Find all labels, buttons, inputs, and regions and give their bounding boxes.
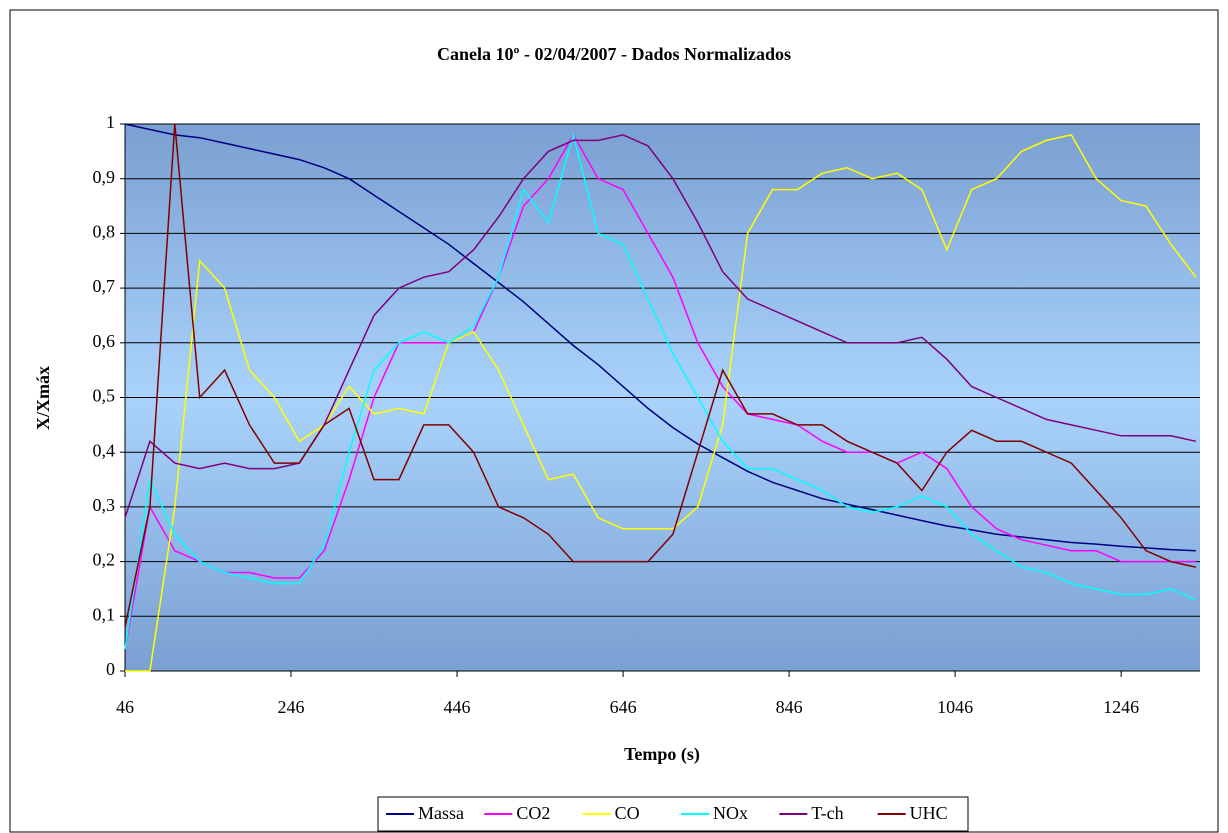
y-tick-label: 0,1 — [93, 604, 116, 624]
y-tick-label: 0,5 — [93, 386, 116, 406]
x-tick-label: 646 — [610, 697, 637, 717]
y-tick-label: 0,9 — [93, 167, 116, 187]
legend-label: CO — [615, 803, 640, 823]
chart-title: Canela 10º - 02/04/2007 - Dados Normaliz… — [437, 44, 791, 64]
y-tick-label: 0,6 — [93, 331, 116, 351]
legend-label: CO2 — [516, 803, 550, 823]
series-line — [125, 134, 1197, 672]
legend-box — [377, 796, 969, 832]
x-axis-label: Tempo (s) — [624, 744, 700, 765]
y-axis-label: X/Xmáx — [33, 366, 53, 430]
series-line — [124, 132, 1197, 650]
x-tick-label: 846 — [776, 697, 803, 717]
y-tick-label: 0,3 — [93, 495, 116, 515]
legend-label: NOx — [713, 803, 748, 823]
series-line — [124, 123, 1196, 552]
x-tick-label: 246 — [278, 697, 305, 717]
y-tick-label: 0 — [106, 659, 115, 679]
series-line — [124, 133, 1196, 650]
y-tick-label: 0,8 — [93, 222, 116, 242]
y-tick-label: 0,7 — [93, 276, 116, 296]
y-tick-label: 1 — [106, 112, 115, 132]
x-tick-label: 1046 — [937, 697, 973, 717]
legend-label: Massa — [418, 803, 464, 823]
x-tick-label: 1246 — [1103, 697, 1139, 717]
x-tick-label: 46 — [116, 697, 134, 717]
legend-label: UHC — [910, 803, 948, 823]
y-tick-label: 0,2 — [93, 550, 116, 570]
series-line — [124, 123, 1196, 628]
x-tick-label: 446 — [444, 697, 471, 717]
legend-label: T-ch — [811, 803, 843, 823]
y-tick-label: 0,4 — [93, 440, 116, 460]
